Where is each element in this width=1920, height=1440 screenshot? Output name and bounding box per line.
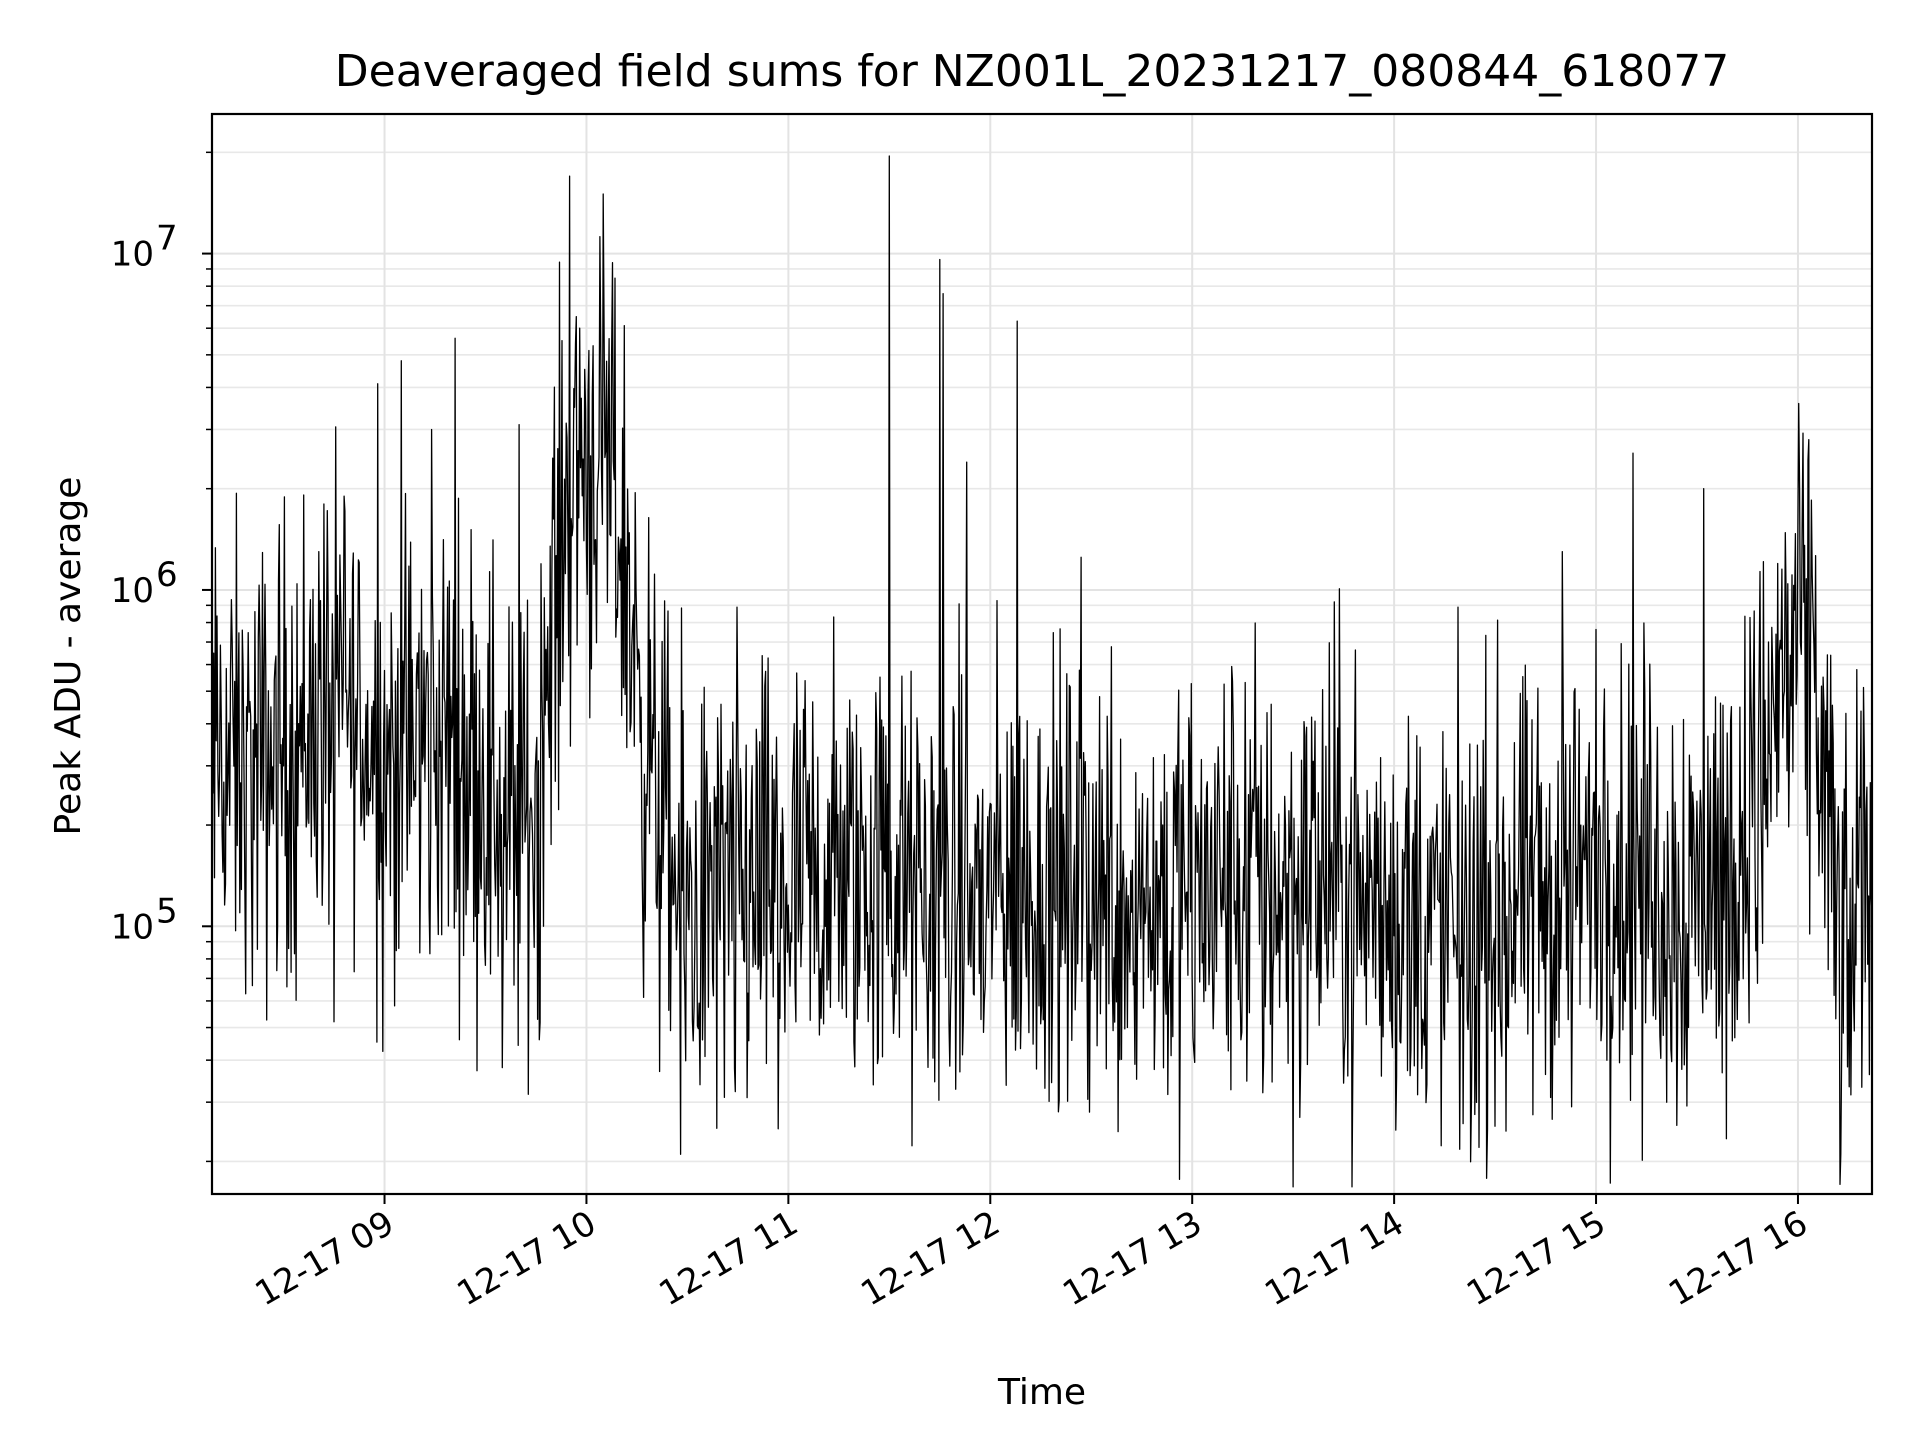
series-line (211, 155, 1873, 1188)
plot-frame (210, 112, 1874, 1196)
x-tick-label: 12-17 11 (652, 1203, 804, 1314)
x-tick-label: 12-17 14 (1258, 1203, 1410, 1314)
x-tick-label: 12-17 13 (1056, 1203, 1208, 1314)
y-tick-label: 10 (111, 571, 154, 611)
x-tick-label: 12-17 10 (451, 1203, 603, 1314)
y-tick-exponent: 7 (156, 219, 178, 259)
x-tick-label: 12-17 15 (1460, 1203, 1612, 1314)
y-tick-exponent: 5 (156, 891, 178, 931)
chart-title: Deaveraged field sums for NZ001L_2023121… (335, 46, 1729, 97)
y-tick-label: 10 (111, 907, 154, 947)
x-tick-label: 12-17 12 (854, 1203, 1006, 1314)
y-tick-label: 10 (111, 235, 154, 275)
y-tick-exponent: 6 (156, 555, 178, 595)
x-tick-label: 12-17 09 (249, 1203, 401, 1314)
x-axis-label: Time (997, 1372, 1086, 1413)
x-ticks: 12-17 09 12-17 10 12-17 11 12-17 12 12-17 13… (249, 1194, 1814, 1314)
y-axis-label: Peak ADU - average (48, 477, 89, 836)
x-tick-label: 12-17 16 (1662, 1203, 1814, 1314)
grid-lines (212, 114, 1872, 1194)
